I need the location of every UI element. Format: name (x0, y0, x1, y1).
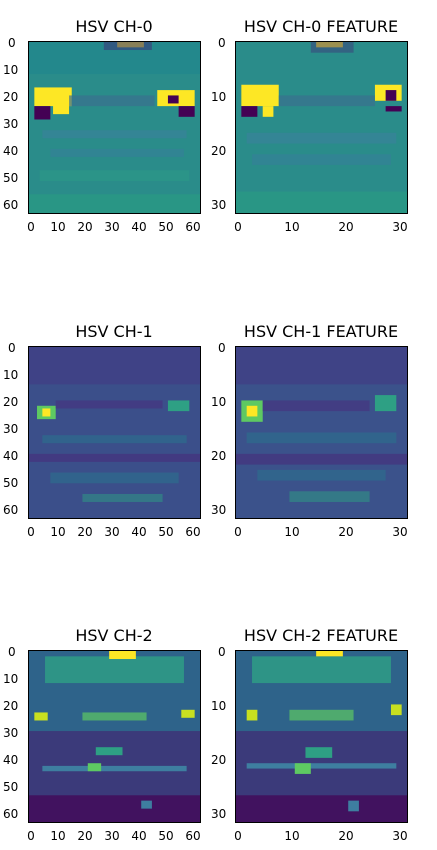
x-tick: 30 (104, 829, 120, 843)
x-tick: 0 (234, 525, 242, 539)
x-tick: 0 (27, 220, 35, 234)
y-tick: 20 (3, 90, 19, 104)
x-tick: 20 (77, 829, 93, 843)
y-tick: 40 (3, 753, 19, 767)
x-tick: 20 (338, 525, 354, 539)
y-tick: 10 (211, 395, 227, 409)
heatmap-image (28, 650, 201, 823)
y-tick: 0 (218, 341, 226, 355)
panel-title: HSV CH-0 (75, 17, 153, 36)
y-tick: 0 (8, 645, 16, 659)
y-tick: 30 (211, 198, 227, 212)
y-tick: 30 (211, 807, 227, 821)
y-tick: 50 (3, 780, 19, 794)
x-tick: 20 (77, 220, 93, 234)
y-tick: 20 (211, 449, 227, 463)
y-tick: 30 (3, 117, 19, 131)
x-tick: 20 (338, 829, 354, 843)
y-tick: 50 (3, 171, 19, 185)
y-tick: 10 (3, 63, 19, 77)
panel-title: HSV CH-2 (75, 626, 153, 645)
y-tick: 20 (3, 395, 19, 409)
x-tick: 40 (131, 525, 147, 539)
x-tick: 30 (392, 525, 408, 539)
y-tick: 10 (3, 672, 19, 686)
panel-title: HSV CH-1 FEATURE (243, 322, 399, 341)
x-tick: 20 (77, 525, 93, 539)
x-tick: 30 (392, 829, 408, 843)
x-tick: 0 (27, 829, 35, 843)
x-tick: 30 (104, 525, 120, 539)
y-tick: 30 (3, 422, 19, 436)
y-tick: 10 (211, 90, 227, 104)
heatmap-image (235, 650, 408, 823)
y-tick: 50 (3, 476, 19, 490)
y-tick: 60 (3, 198, 19, 212)
x-tick: 10 (50, 525, 66, 539)
y-tick: 0 (8, 36, 16, 50)
x-tick: 10 (284, 220, 300, 234)
y-tick: 20 (211, 753, 227, 767)
x-tick: 50 (158, 829, 174, 843)
y-tick: 30 (3, 726, 19, 740)
x-tick: 20 (338, 220, 354, 234)
y-tick: 20 (3, 699, 19, 713)
heatmap-image (28, 41, 201, 214)
y-tick: 10 (211, 699, 227, 713)
heatmap-image (28, 346, 201, 519)
x-tick: 10 (284, 829, 300, 843)
heatmap-image (235, 346, 408, 519)
x-tick: 40 (131, 829, 147, 843)
y-tick: 60 (3, 807, 19, 821)
x-tick: 30 (104, 220, 120, 234)
x-tick: 60 (185, 220, 201, 234)
y-tick: 0 (218, 645, 226, 659)
x-tick: 10 (50, 220, 66, 234)
y-tick: 40 (3, 144, 19, 158)
x-tick: 0 (234, 220, 242, 234)
x-tick: 40 (131, 220, 147, 234)
y-tick: 40 (3, 449, 19, 463)
panel-title: HSV CH-2 FEATURE (243, 626, 399, 645)
panel-title: HSV CH-1 (75, 322, 153, 341)
panel-title: HSV CH-0 FEATURE (243, 17, 399, 36)
y-tick: 60 (3, 503, 19, 517)
x-tick: 0 (234, 829, 242, 843)
y-tick: 30 (211, 503, 227, 517)
x-tick: 50 (158, 220, 174, 234)
x-tick: 30 (392, 220, 408, 234)
x-tick: 50 (158, 525, 174, 539)
y-tick: 10 (3, 368, 19, 382)
heatmap-image (235, 41, 408, 214)
y-tick: 0 (218, 36, 226, 50)
x-tick: 10 (50, 829, 66, 843)
x-tick: 0 (27, 525, 35, 539)
y-tick: 0 (8, 341, 16, 355)
y-tick: 20 (211, 144, 227, 158)
x-tick: 60 (185, 525, 201, 539)
x-tick: 10 (284, 525, 300, 539)
x-tick: 60 (185, 829, 201, 843)
